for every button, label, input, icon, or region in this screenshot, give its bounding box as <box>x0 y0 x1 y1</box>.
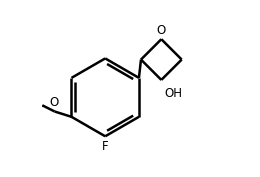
Text: F: F <box>102 140 108 153</box>
Text: OH: OH <box>165 87 183 100</box>
Text: O: O <box>49 96 58 109</box>
Text: O: O <box>157 24 166 36</box>
